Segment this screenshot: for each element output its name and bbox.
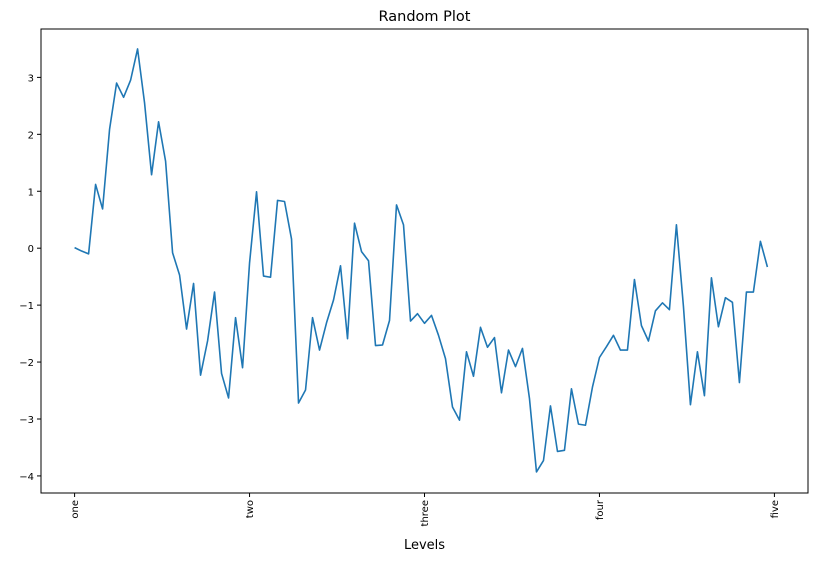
x-tick-label: three: [420, 500, 431, 526]
x-axis: one two three four five: [70, 493, 781, 526]
chart-title: Random Plot: [379, 9, 471, 25]
x-axis-title: Levels: [404, 538, 445, 553]
y-tick-label: 1: [28, 187, 34, 198]
y-axis: −4 −3 −2 −1 0 1 2 3: [19, 73, 41, 483]
y-tick-label: −4: [19, 472, 34, 483]
x-tick-label: two: [245, 500, 256, 518]
x-tick-label: five: [770, 500, 781, 518]
y-tick-label: 3: [28, 73, 34, 84]
axes-frame: [40, 28, 809, 494]
plot-area: [74, 48, 769, 473]
y-tick-label: 2: [28, 130, 34, 141]
y-tick-label: −1: [19, 301, 34, 312]
series-line: [74, 48, 769, 473]
y-tick-label: −3: [19, 415, 34, 426]
y-tick-label: −2: [19, 358, 34, 369]
x-tick-label: four: [595, 499, 606, 520]
y-tick-label: 0: [28, 244, 34, 255]
x-tick-label: one: [70, 500, 81, 519]
